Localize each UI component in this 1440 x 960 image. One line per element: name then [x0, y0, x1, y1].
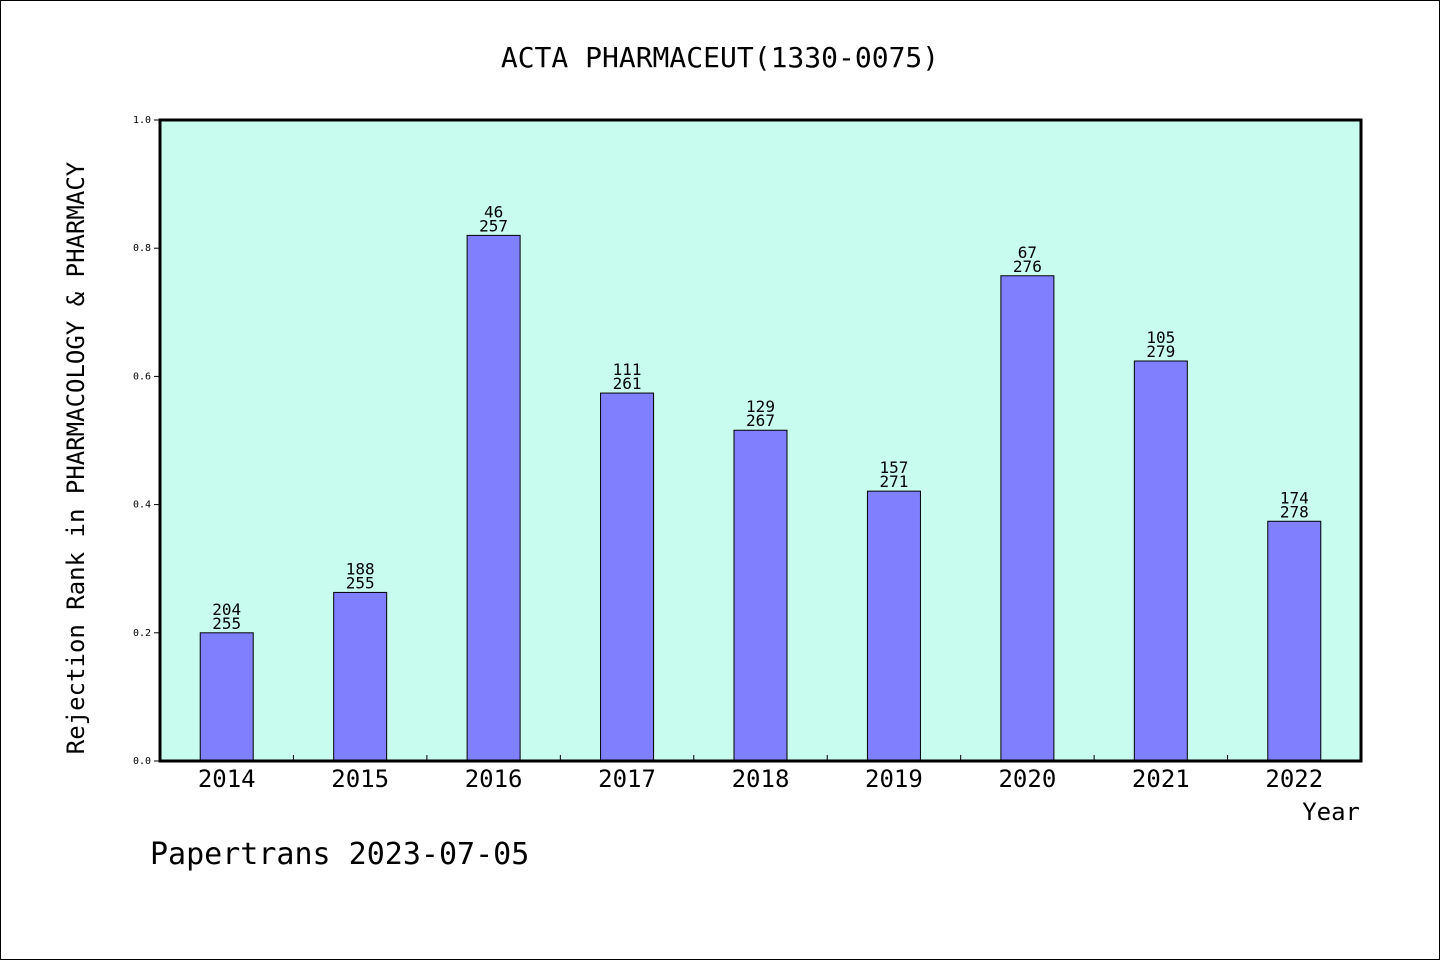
bar-label-top-2020: 67: [1018, 243, 1037, 262]
bar-label-bottom-2015: 255: [346, 573, 375, 592]
x-axis: 2014 2015 2016 2017 2018 2019 2020 2021 2022: [198, 755, 1323, 793]
x-tick-label-2022: 2022: [1265, 765, 1323, 793]
x-tick-label-2016: 2016: [465, 765, 523, 793]
bar-label-bottom-2019: 271: [879, 472, 908, 491]
x-tick-label-2015: 2015: [331, 765, 389, 793]
bar-label-bottom-2017: 261: [613, 374, 642, 393]
y-tick-label: 0.8: [133, 243, 151, 254]
bar-2017: [600, 392, 655, 762]
y-tick-label: 0.0: [133, 756, 151, 767]
y-tick-label: 0.2: [133, 628, 151, 639]
bar-label-bottom-2018: 267: [746, 411, 775, 430]
x-tick-label-2017: 2017: [598, 765, 656, 793]
y-tick-label: 1.0: [133, 115, 151, 126]
footer-credit: Papertrans 2023-07-05: [150, 837, 529, 872]
bar-labels-group: 2042551882554625711126112926715727167276…: [212, 202, 1308, 632]
bar-label-top-2018: 129: [746, 397, 775, 416]
x-axis-label: Year: [1302, 798, 1360, 826]
bar-2019: [866, 490, 921, 762]
bar-label-top-2015: 188: [346, 559, 375, 578]
bars-group: [199, 234, 1322, 762]
bar-2022: [1267, 520, 1322, 762]
bar-2015: [333, 591, 388, 762]
bar-label-top-2017: 111: [613, 360, 642, 379]
bar-label-bottom-2020: 276: [1013, 257, 1042, 276]
chart-title: ACTA PHARMACEUT(1330-0075): [501, 41, 939, 74]
bar-2018: [733, 429, 788, 762]
plot-border: [158, 118, 1363, 763]
bar-label-bottom-2014: 255: [212, 614, 241, 633]
bar-label-top-2014: 204: [212, 600, 241, 619]
x-tick-label-2021: 2021: [1132, 765, 1190, 793]
bar-2021: [1133, 360, 1188, 762]
bar-label-bottom-2016: 257: [479, 216, 508, 235]
bar-label-top-2016: 46: [484, 202, 503, 221]
bar-2016: [466, 234, 521, 762]
x-tick-label-2019: 2019: [865, 765, 923, 793]
bar-label-bottom-2021: 279: [1146, 342, 1175, 361]
x-tick-label-2020: 2020: [998, 765, 1056, 793]
x-tick-label-2018: 2018: [732, 765, 790, 793]
y-axis-label: Rejection Rank in PHARMACOLOGY & PHARMAC…: [62, 161, 90, 754]
bar-2020: [1000, 275, 1055, 762]
bar-label-top-2022: 174: [1280, 488, 1309, 507]
x-tick-label-2014: 2014: [198, 765, 256, 793]
bar-label-top-2021: 105: [1146, 328, 1175, 347]
bar-label-bottom-2022: 278: [1280, 502, 1309, 521]
bar-2014: [199, 632, 254, 762]
bar-label-top-2019: 157: [879, 458, 908, 477]
y-axis: 0.0 0.2 0.4 0.6 0.8 1.0: [133, 115, 160, 767]
y-tick-label: 0.4: [133, 500, 151, 511]
y-tick-label: 0.6: [133, 371, 151, 382]
